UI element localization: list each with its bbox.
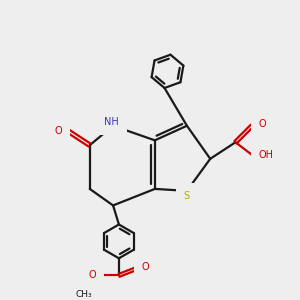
Text: NH: NH [104, 117, 119, 127]
Text: CH₃: CH₃ [76, 290, 92, 299]
Text: O: O [88, 270, 96, 280]
Text: O: O [55, 126, 62, 136]
Text: S: S [184, 191, 190, 201]
Text: O: O [142, 262, 149, 272]
Text: O: O [258, 119, 266, 129]
Text: OH: OH [258, 150, 273, 160]
